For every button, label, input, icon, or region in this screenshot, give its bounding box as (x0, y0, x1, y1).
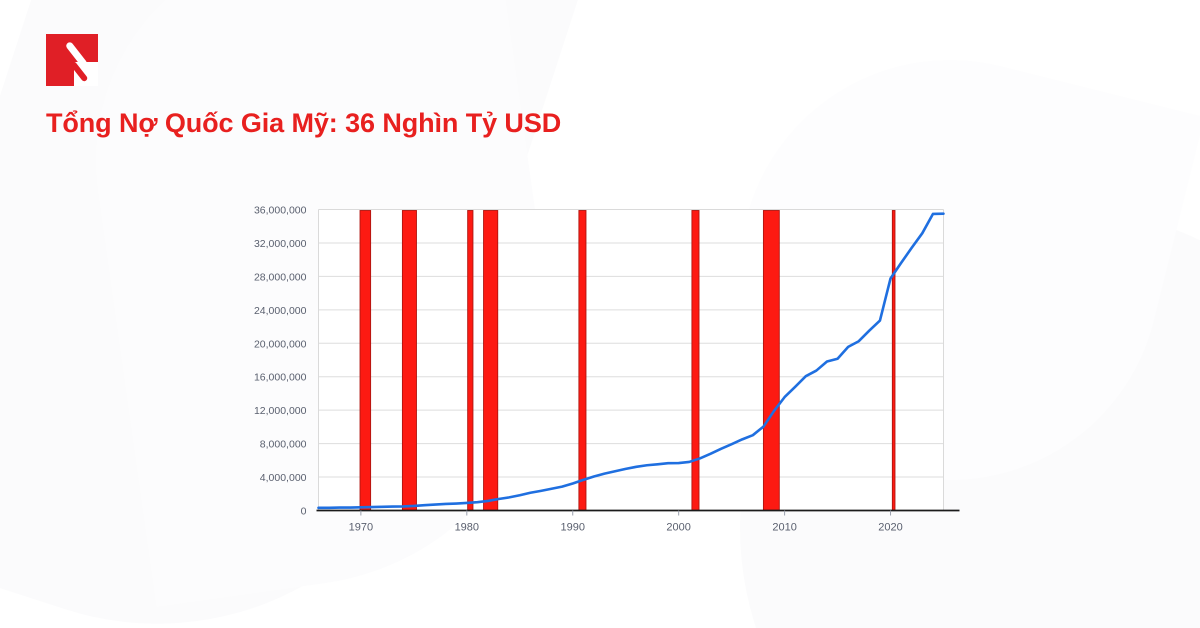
y-axis-tick-labels: 0 4,000,000 8,000,000 12,000,000 16,000,000 2… (254, 205, 307, 518)
svg-text:2010: 2010 (772, 522, 796, 534)
svg-text:32,000,000: 32,000,000 (254, 238, 307, 250)
svg-text:1990: 1990 (560, 522, 584, 534)
svg-text:2000: 2000 (666, 522, 690, 534)
svg-text:16,000,000: 16,000,000 (254, 372, 307, 384)
svg-text:8,000,000: 8,000,000 (260, 439, 307, 451)
page-title: Tổng Nợ Quốc Gia Mỹ: 36 Nghìn Tỷ USD (46, 108, 562, 138)
svg-text:28,000,000: 28,000,000 (254, 271, 307, 283)
svg-text:12,000,000: 12,000,000 (254, 405, 307, 417)
svg-text:2020: 2020 (878, 522, 902, 534)
svg-text:0: 0 (301, 506, 307, 518)
logo-icon (46, 34, 98, 86)
svg-text:20,000,000: 20,000,000 (254, 338, 307, 350)
header: Tổng Nợ Quốc Gia Mỹ: 36 Nghìn Tỷ USD (46, 34, 561, 139)
svg-text:36,000,000: 36,000,000 (254, 205, 307, 217)
svg-text:24,000,000: 24,000,000 (254, 305, 307, 317)
svg-text:1980: 1980 (455, 522, 479, 534)
x-axis-tick-labels: 1970 1980 1990 2000 2010 2020 (349, 510, 903, 534)
svg-text:4,000,000: 4,000,000 (260, 472, 307, 484)
svg-text:1970: 1970 (349, 522, 373, 534)
